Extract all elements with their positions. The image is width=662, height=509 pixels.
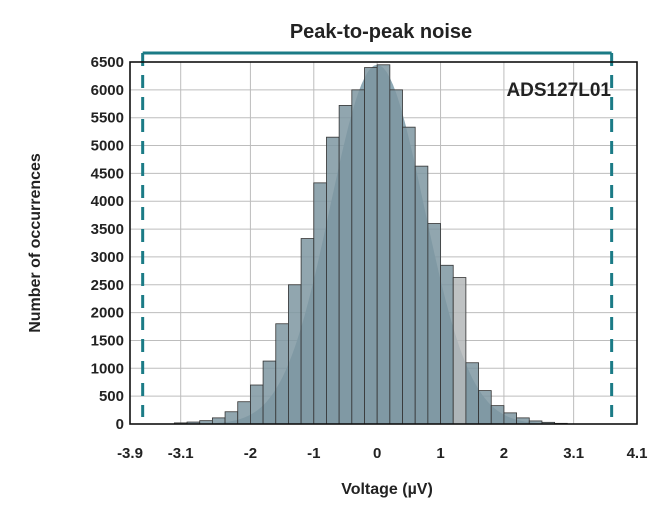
y-tick-label: 500 — [99, 388, 124, 405]
histogram-bar — [211, 417, 226, 425]
histogram-bar — [503, 412, 517, 425]
chart-title: Peak-to-peak noise — [290, 21, 472, 43]
histogram-bar — [414, 165, 429, 425]
y-tick-label: 2000 — [91, 305, 124, 322]
y-tick-label: 2500 — [91, 277, 124, 294]
y-tick-label: 5000 — [91, 138, 124, 155]
histogram-bar — [288, 284, 302, 425]
y-tick-label: 3000 — [91, 249, 124, 266]
x-axis-label: Voltage (µV) — [341, 481, 433, 498]
histogram-bar — [465, 362, 479, 425]
y-tick-label: 4500 — [91, 165, 124, 182]
histogram-bar — [338, 105, 353, 425]
histogram-bar — [389, 89, 403, 425]
x-tick-label: -1 — [307, 445, 320, 462]
x-axis-ticks: -3.9 -3.1 -2 -1 0 1 2 3.1 4.1 — [117, 445, 647, 462]
y-tick-label: 1000 — [91, 360, 124, 377]
peak-to-peak-bracket — [141, 51, 614, 417]
histogram-bar — [452, 277, 467, 425]
x-tick-label: 1 — [436, 445, 444, 462]
y-tick-label: 6000 — [91, 82, 124, 99]
histogram-bar — [440, 264, 454, 425]
y-tick-label: 6500 — [91, 54, 124, 71]
plot-frame — [129, 61, 638, 425]
histogram-bar — [262, 360, 277, 425]
y-tick-label: 0 — [116, 416, 124, 433]
histogram-bar — [402, 126, 416, 425]
histogram-bar — [427, 223, 441, 425]
histogram-bar — [364, 67, 378, 425]
x-tick-label: -3.1 — [168, 445, 194, 462]
histogram-bar — [351, 89, 365, 425]
histogram-bars — [173, 64, 568, 425]
x-tick-label: 0 — [373, 445, 381, 462]
histogram-bar — [224, 411, 239, 425]
histogram-bar — [300, 238, 315, 425]
y-tick-label: 3500 — [91, 221, 124, 238]
histogram-bar — [490, 405, 505, 425]
x-tick-label: -2 — [244, 445, 257, 462]
x-tick-label: -3.9 — [117, 445, 143, 462]
histogram-bar — [516, 417, 530, 425]
histogram-bar — [376, 64, 391, 425]
y-tick-label: 4000 — [91, 193, 124, 210]
x-tick-label: 2 — [500, 445, 508, 462]
y-tick-label: 1500 — [91, 332, 124, 349]
histogram-bar — [326, 136, 340, 425]
y-axis-ticks: 0 500 1000 1500 2000 2500 3000 3500 4000 4500 5000… — [91, 54, 124, 433]
y-axis-label: Number of occurrences — [27, 153, 44, 333]
x-tick-label: 3.1 — [563, 445, 584, 462]
histogram-bar — [250, 384, 264, 425]
histogram-bar — [313, 182, 327, 425]
histogram-bar — [275, 323, 289, 425]
histogram-bar — [237, 401, 251, 425]
device-annotation: ADS127L01 — [506, 80, 611, 101]
y-tick-label: 5500 — [91, 110, 124, 127]
histogram-bar — [478, 390, 492, 425]
x-tick-label: 4.1 — [627, 445, 648, 462]
